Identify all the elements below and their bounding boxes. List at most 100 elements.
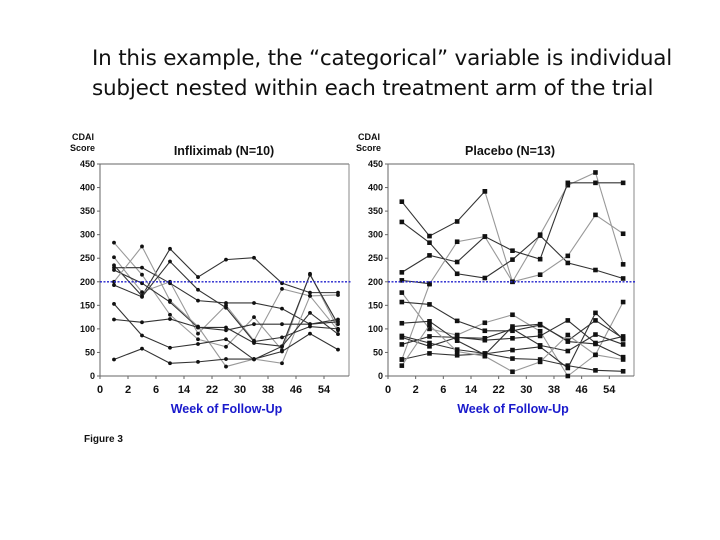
x-tick-label: 30 (234, 384, 246, 396)
data-point (454, 352, 460, 358)
data-point (620, 262, 626, 267)
data-point (280, 286, 284, 291)
data-point (537, 333, 543, 339)
data-point (280, 344, 284, 349)
data-point (565, 180, 571, 186)
data-point (454, 349, 460, 354)
data-point (593, 267, 598, 273)
data-point (168, 312, 172, 317)
data-point (112, 268, 116, 272)
y-tick-label: 200 (368, 277, 383, 287)
data-point (252, 357, 256, 361)
data-point (593, 180, 598, 186)
data-point (510, 248, 515, 253)
data-point (280, 349, 284, 354)
data-point (427, 319, 432, 324)
data-point (427, 334, 432, 339)
data-point (537, 359, 543, 365)
data-point (399, 199, 405, 204)
data-point (482, 234, 488, 239)
series-subject-1 (112, 240, 340, 352)
chart-title: Infliximab (N=10) (174, 144, 274, 158)
data-point (140, 294, 144, 299)
data-point (399, 270, 405, 275)
data-point (140, 272, 144, 277)
data-point (140, 244, 144, 249)
series-subject-2 (399, 219, 626, 281)
data-point (482, 353, 488, 359)
data-point (308, 290, 312, 295)
x-axis-label: Week of Follow-Up (457, 402, 569, 416)
y-tick-label: 350 (368, 206, 383, 216)
slide-title: In this example, the “categorical” varia… (92, 44, 692, 104)
data-point (510, 369, 515, 375)
data-point (399, 290, 405, 295)
x-axis-label: Week of Follow-Up (171, 402, 283, 416)
data-point (140, 333, 144, 338)
chart-title: Placebo (N=13) (465, 144, 555, 158)
data-point (112, 357, 116, 362)
data-point (308, 331, 312, 336)
x-tick-label: 6 (440, 384, 446, 396)
data-point (336, 332, 340, 336)
data-point (510, 312, 515, 318)
series-subject-9 (112, 317, 340, 333)
data-point (565, 363, 571, 368)
data-point (252, 339, 256, 344)
data-point (537, 321, 543, 327)
data-point (620, 342, 626, 347)
series-line (484, 171, 624, 284)
series-line (114, 267, 339, 325)
data-point (252, 315, 256, 320)
y-tick-label: 400 (80, 183, 95, 193)
data-point (112, 240, 116, 245)
data-point (454, 338, 460, 343)
series-line (401, 301, 624, 342)
series-subject-5 (399, 278, 432, 286)
data-point (482, 320, 488, 326)
data-point (454, 332, 460, 338)
data-point (168, 298, 172, 303)
data-point (482, 189, 488, 194)
data-point (454, 239, 460, 245)
data-point (454, 335, 460, 340)
data-point (399, 363, 405, 368)
data-point (224, 328, 228, 333)
x-tick-label: 22 (206, 384, 218, 396)
data-point (482, 328, 488, 334)
data-point (537, 344, 543, 350)
x-tick-label: 38 (548, 384, 560, 396)
data-point (565, 348, 571, 354)
y-tick-label: 250 (368, 253, 383, 263)
data-point (565, 332, 571, 338)
data-point (140, 320, 144, 325)
data-point (112, 302, 116, 306)
data-point (565, 260, 571, 266)
data-point (427, 326, 432, 332)
x-tick-label: 14 (178, 384, 191, 396)
data-point (537, 233, 543, 238)
figure-label: Figure 3 (84, 434, 123, 445)
data-point (454, 259, 460, 265)
data-point (593, 310, 598, 316)
x-tick-label: 14 (465, 384, 478, 396)
y-tick-label: 400 (368, 183, 383, 193)
data-point (427, 233, 432, 239)
data-point (510, 336, 515, 341)
series-line (401, 292, 624, 377)
x-tick-label: 2 (125, 384, 131, 396)
data-point (280, 322, 284, 327)
data-point (280, 306, 284, 311)
data-point (454, 219, 460, 224)
data-point (336, 326, 340, 331)
data-point (565, 318, 571, 323)
data-point (427, 281, 432, 286)
data-point (224, 325, 228, 330)
data-point (593, 332, 598, 337)
data-point (620, 276, 626, 281)
data-point (593, 212, 598, 218)
y-tick-label: 200 (80, 277, 95, 287)
data-point (482, 275, 488, 281)
data-point (620, 368, 626, 374)
